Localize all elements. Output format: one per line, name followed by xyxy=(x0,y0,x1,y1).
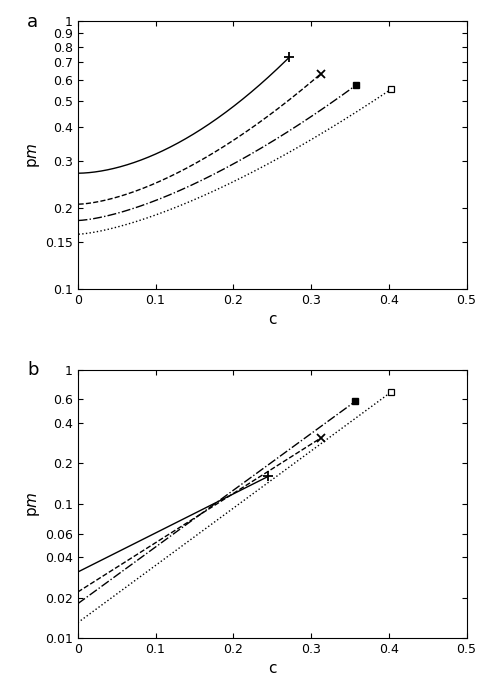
Y-axis label: p$m$: p$m$ xyxy=(26,491,42,517)
Y-axis label: p$m$: p$m$ xyxy=(26,142,42,167)
X-axis label: c: c xyxy=(268,312,277,327)
Text: b: b xyxy=(27,362,39,379)
X-axis label: c: c xyxy=(268,661,277,676)
Text: a: a xyxy=(27,12,38,30)
